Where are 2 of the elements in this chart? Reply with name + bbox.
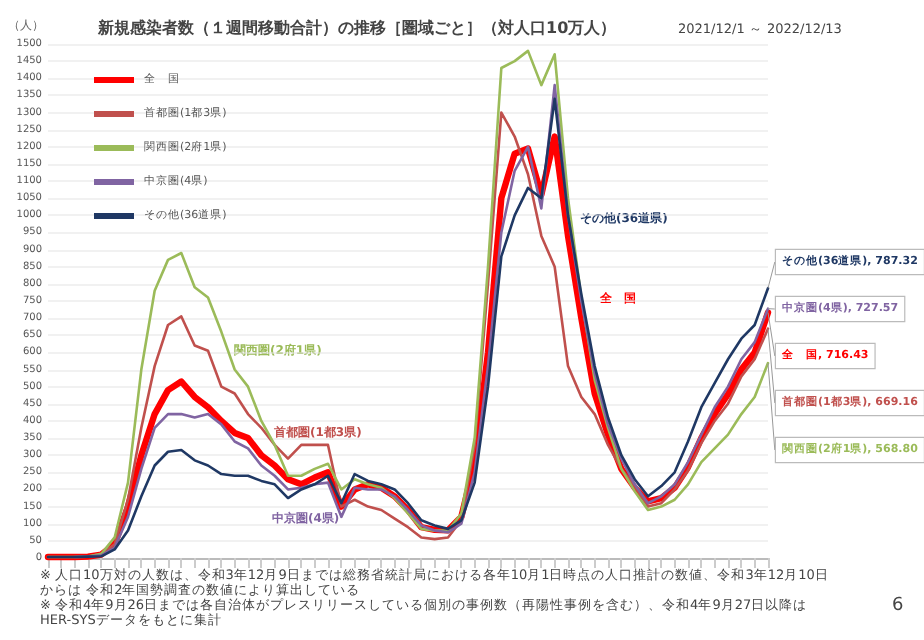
chart-title: 新規感染者数（１週間移動合計）の推移［圏域ごと］（対人口10万人）: [96, 17, 617, 37]
text: 6: [892, 595, 904, 616]
